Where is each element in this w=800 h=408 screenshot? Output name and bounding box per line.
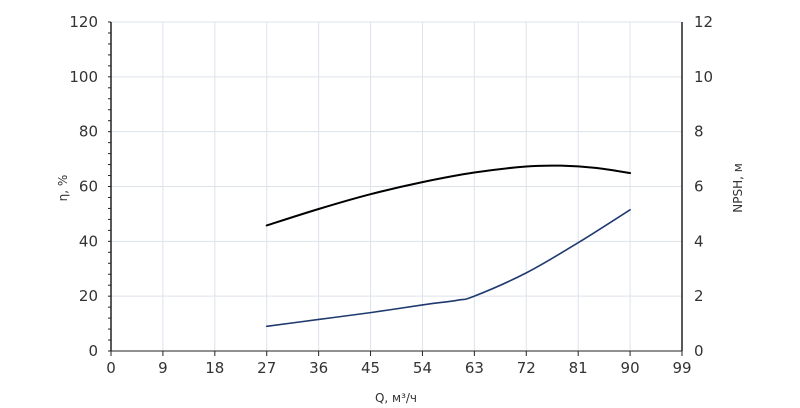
- y-right-tick-label: 4: [694, 232, 704, 250]
- tick-labels: 0 9 18 27 36 45 54 63 72 81 90 99020406080100120024…: [69, 13, 713, 377]
- x-tick-label: 81: [569, 359, 588, 377]
- y-right-tick-label: 2: [694, 287, 704, 305]
- x-tick-label: 0: [106, 359, 116, 377]
- x-tick-label: 90: [621, 359, 640, 377]
- x-tick-label: 9: [158, 359, 168, 377]
- axes: [108, 21, 683, 356]
- npsh-curve: [265, 209, 631, 328]
- y-left-tick-label: 0: [88, 342, 98, 360]
- x-axis-title: Q, м³/ч: [375, 391, 417, 405]
- y-left-tick-label: 100: [69, 68, 98, 86]
- x-tick-label: 45: [361, 359, 380, 377]
- y-left-axis-title: η, %: [56, 175, 70, 202]
- x-tick-label: 99: [672, 359, 691, 377]
- x-tick-label: 36: [309, 359, 328, 377]
- y-left-tick-label: 40: [79, 232, 98, 250]
- efficiency-curve: [265, 164, 632, 227]
- y-right-tick-label: 6: [694, 178, 704, 196]
- y-left-tick-label: 80: [79, 123, 98, 141]
- x-tick-label: 63: [465, 359, 484, 377]
- x-tick-label: 18: [205, 359, 224, 377]
- y-right-axis-title: NPSH, м: [731, 163, 745, 213]
- grid: [111, 21, 682, 351]
- y-right-tick-label: 10: [694, 68, 713, 86]
- x-tick-label: 54: [413, 359, 432, 377]
- x-tick-label: 27: [257, 359, 276, 377]
- x-tick-label: 72: [517, 359, 536, 377]
- series: [265, 164, 632, 328]
- y-left-tick-label: 60: [79, 178, 98, 196]
- y-right-tick-label: 12: [694, 13, 713, 31]
- y-right-tick-label: 8: [694, 123, 704, 141]
- y-left-tick-label: 20: [79, 287, 98, 305]
- y-right-tick-label: 0: [694, 342, 704, 360]
- y-left-tick-label: 120: [69, 13, 98, 31]
